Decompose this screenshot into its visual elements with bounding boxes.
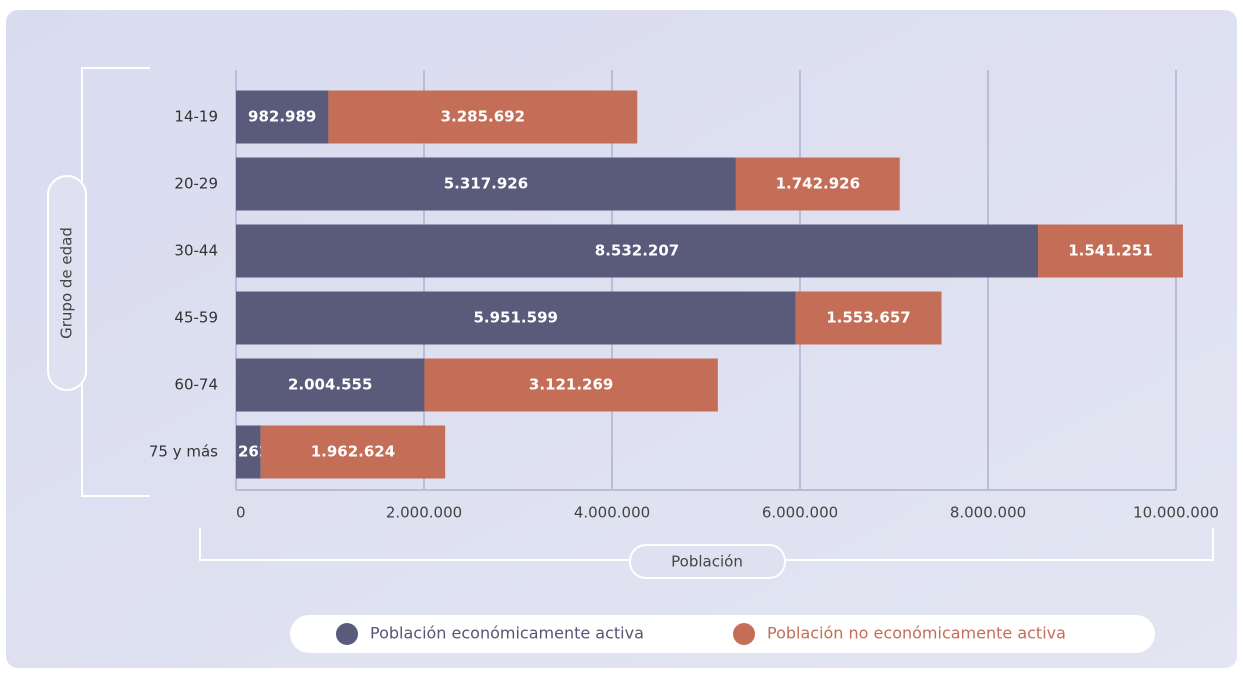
y-tick-label: 60-74 (174, 376, 218, 394)
data-label: 2.004.555 (288, 376, 372, 394)
x-tick-label: 6.000.000 (762, 504, 838, 522)
data-label: 1.742.926 (776, 175, 860, 193)
data-label: 5.951.599 (473, 309, 557, 327)
data-label: 1.553.657 (826, 309, 910, 327)
y-tick-label: 30-44 (174, 242, 218, 260)
y-tick-label: 20-29 (174, 175, 218, 193)
x-tick-label: 0 (236, 504, 246, 522)
legend-label: Población no económicamente activa (767, 624, 1066, 643)
y-tick-label: 75 y más (149, 443, 218, 461)
data-label: 3.121.269 (529, 376, 613, 394)
bar-segment (1038, 224, 1183, 278)
bar-segment (236, 358, 425, 412)
legend-box (290, 615, 1155, 653)
legend-marker (336, 623, 358, 645)
data-label: 8.532.207 (595, 242, 679, 260)
data-label: 1.962.624 (311, 443, 395, 461)
bar-segment (236, 90, 329, 144)
legend-label: Población económicamente activa (370, 624, 644, 643)
y-label-pill (47, 175, 87, 391)
legend-marker (733, 623, 755, 645)
bar-segment (236, 291, 796, 345)
x-tick-label: 8.000.000 (950, 504, 1026, 522)
bar-segment (424, 358, 718, 412)
x-tick-label: 10.000.000 (1133, 504, 1219, 522)
data-label: 982.989 (248, 108, 316, 126)
x-label-pill (629, 544, 786, 579)
y-axis-label: Grupo de edad (58, 227, 76, 339)
bar-segment (328, 90, 638, 144)
x-tick-label: 2.000.000 (386, 504, 462, 522)
data-label: 5.317.926 (444, 175, 528, 193)
bar-segment (236, 157, 736, 211)
data-label: 1.541.251 (1068, 242, 1152, 260)
y-tick-label: 14-19 (174, 108, 218, 126)
x-axis-label: Población (671, 553, 743, 571)
bar-segment (236, 425, 261, 479)
bar-segment (735, 157, 900, 211)
data-label: 3.285.692 (441, 108, 525, 126)
bar-segment (236, 224, 1039, 278)
x-tick-label: 4.000.000 (574, 504, 650, 522)
bar-segment (260, 425, 446, 479)
y-tick-label: 45-59 (174, 309, 218, 327)
bar-segment (795, 291, 942, 345)
